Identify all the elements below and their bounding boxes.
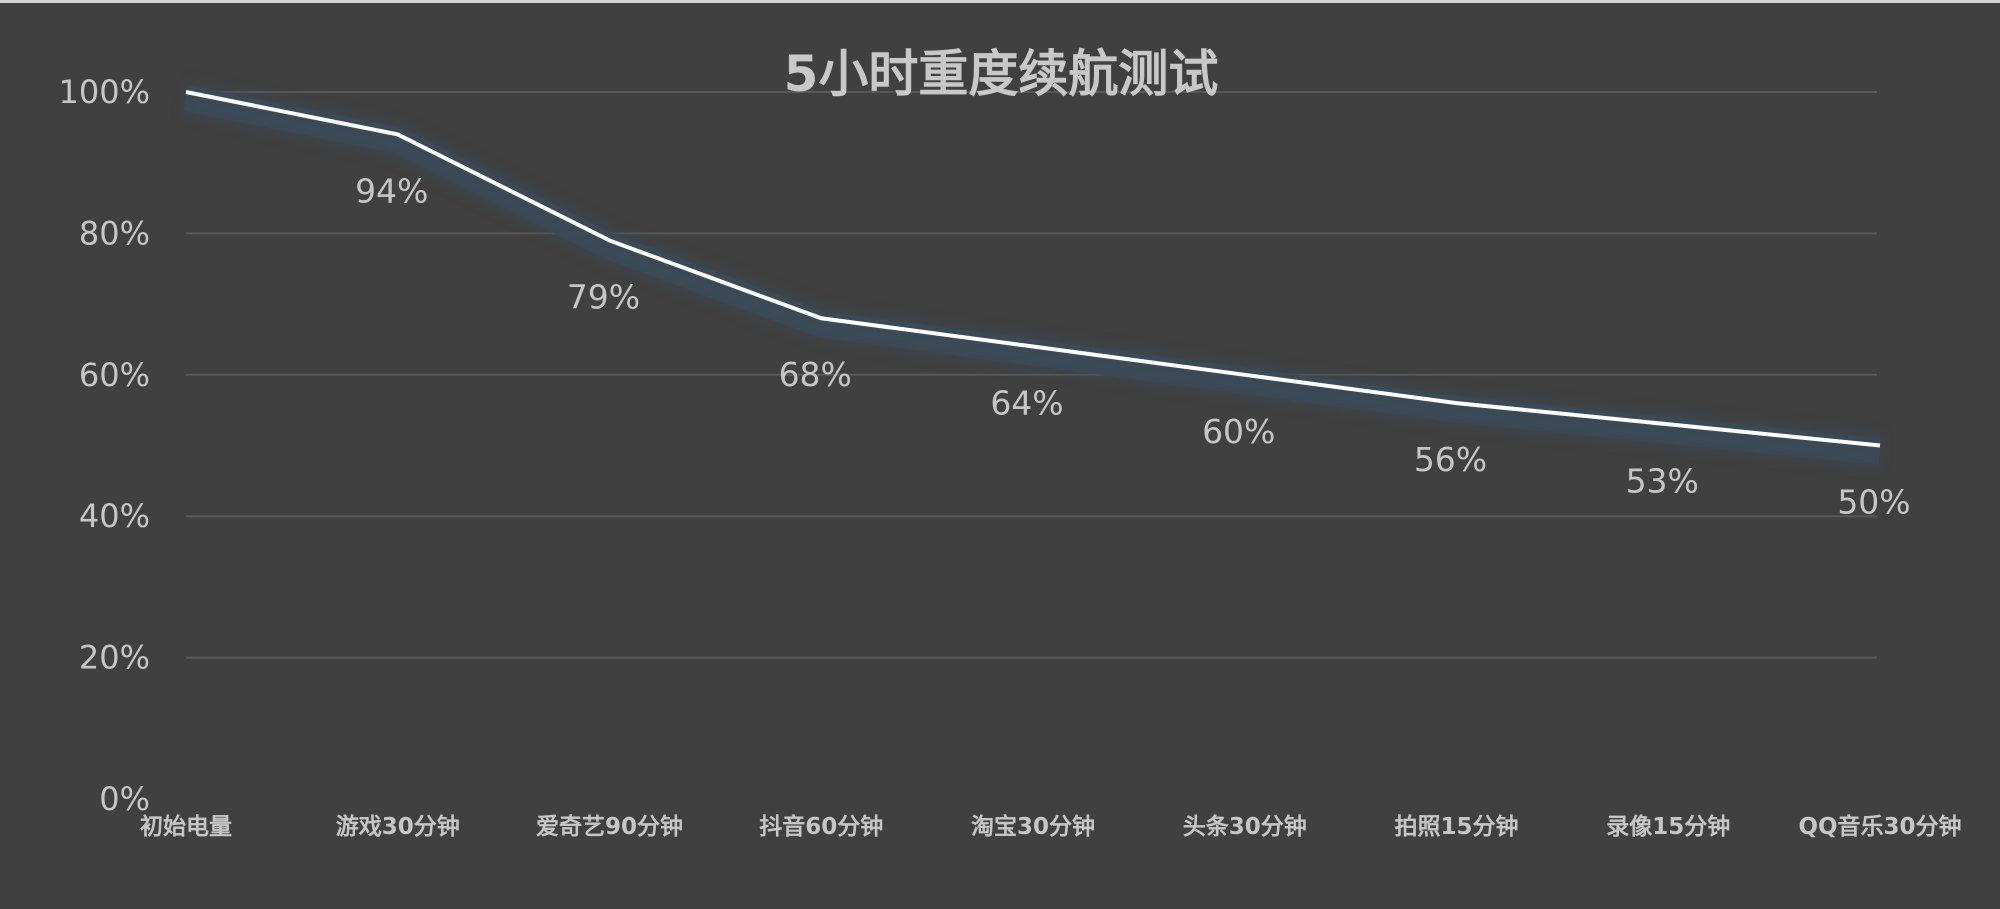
x-tick-label: 爱奇艺90分钟 — [536, 813, 683, 840]
line-chart: 0% 20% 40% 60% 80% 100% 5小时重度续航测试 94% 79% 68% 64… — [59, 45, 1962, 840]
data-label: 94% — [355, 171, 428, 210]
data-label: 53% — [1626, 461, 1699, 500]
chart-title: 5小时重度续航测试 — [784, 45, 1219, 103]
y-tick-label: 40% — [79, 497, 150, 535]
data-label: 79% — [567, 277, 640, 316]
data-label: 64% — [990, 384, 1063, 423]
y-tick-label: 100% — [59, 73, 150, 111]
y-axis-labels: 0% 20% 40% 60% 80% 100% — [59, 73, 150, 818]
line-path — [185, 90, 1881, 448]
y-tick-label: 0% — [99, 780, 150, 818]
x-axis-labels: 初始电量 游戏30分钟 爱奇艺90分钟 抖音60分钟 淘宝30分钟 头条30分钟 拍照15分… — [140, 813, 1962, 840]
data-label: 60% — [1202, 412, 1275, 451]
data-label: 56% — [1414, 440, 1487, 479]
x-tick-label: QQ音乐30分钟 — [1798, 813, 1961, 840]
y-tick-label: 60% — [79, 356, 150, 394]
x-tick-label: 淘宝30分钟 — [971, 813, 1095, 840]
data-label: 50% — [1837, 483, 1910, 522]
data-series-line — [182, 81, 1882, 469]
y-tick-label: 20% — [79, 639, 150, 677]
x-tick-label: 头条30分钟 — [1183, 813, 1307, 840]
gridlines — [186, 91, 1877, 659]
x-tick-label: 拍照15分钟 — [1394, 814, 1518, 840]
x-tick-label: 初始电量 — [140, 813, 232, 840]
y-tick-label: 80% — [79, 214, 150, 252]
line-shadow — [183, 85, 1882, 465]
x-tick-label: 录像15分钟 — [1606, 813, 1730, 840]
x-tick-label: 游戏30分钟 — [336, 813, 460, 840]
data-label: 68% — [779, 355, 852, 394]
x-tick-label: 抖音60分钟 — [759, 813, 883, 840]
data-labels: 94% 79% 68% 64% 60% 56% 53% 50% — [355, 171, 1911, 521]
